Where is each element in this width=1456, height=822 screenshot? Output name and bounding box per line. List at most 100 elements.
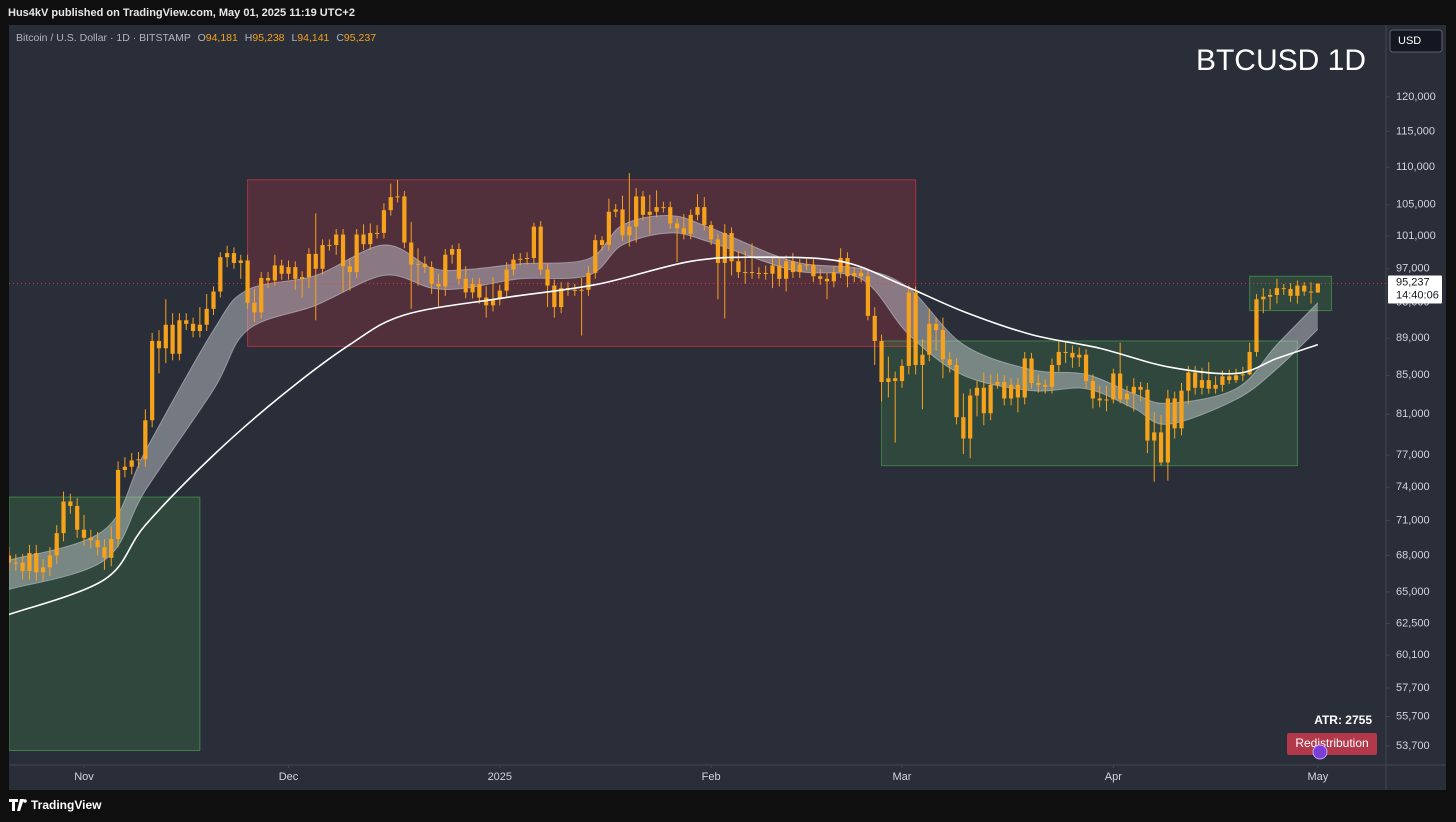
candle-body — [320, 244, 325, 269]
candle-body — [524, 258, 530, 260]
candle-body — [238, 260, 243, 263]
candle-body — [1131, 386, 1136, 394]
candle-body — [1281, 288, 1286, 290]
candle-body — [1145, 389, 1150, 441]
candle-body — [974, 387, 980, 396]
candle-body — [402, 196, 407, 243]
candle-body — [156, 340, 162, 349]
candle-body — [702, 207, 707, 226]
currency-label[interactable]: USD — [1398, 35, 1421, 47]
candle-body — [661, 207, 666, 209]
candle-body — [640, 196, 646, 215]
candle-body — [409, 242, 414, 265]
candle-body — [756, 272, 761, 274]
candle-body — [1247, 351, 1252, 375]
candle-body — [75, 505, 80, 530]
candle-body — [109, 538, 114, 558]
footer-logo — [9, 799, 24, 811]
candle-body — [797, 264, 802, 273]
candle-body — [1186, 372, 1191, 391]
symbol-legend: Bitcoin / U.S. Dollar · 1D · BITSTAMP O9… — [16, 32, 376, 44]
candle-body — [579, 289, 584, 291]
price-label: 95,237 — [1396, 276, 1430, 288]
candle-body — [429, 267, 434, 284]
candle-body — [163, 324, 168, 349]
candle-body — [381, 210, 387, 233]
y-tick-label: 105,000 — [1396, 199, 1436, 211]
candle-body — [688, 214, 693, 234]
candle-body — [279, 265, 284, 274]
candle-body — [736, 261, 741, 273]
candle-body — [572, 289, 577, 291]
candle-body — [770, 265, 775, 274]
candle-body — [920, 354, 925, 365]
candle-body — [361, 234, 366, 245]
candle-body — [115, 469, 121, 539]
candle-body — [88, 537, 93, 541]
footer-logo-dot — [23, 799, 27, 803]
candle-body — [531, 226, 537, 259]
candle-body — [831, 272, 836, 282]
currency-button[interactable] — [1389, 29, 1443, 53]
candle-body — [34, 553, 39, 573]
candle-body — [177, 320, 182, 354]
candle-body — [20, 562, 25, 572]
candle-body — [225, 253, 230, 258]
candle-body — [436, 283, 441, 287]
candle-body — [95, 540, 100, 548]
candle-body — [354, 234, 359, 273]
candle-body — [1308, 291, 1314, 293]
candle-body — [838, 258, 843, 273]
candle-body — [368, 232, 373, 245]
candle-body — [647, 211, 652, 215]
candle-body — [1165, 398, 1170, 463]
y-tick-label: 101,000 — [1396, 230, 1436, 242]
x-tick-label: 2025 — [488, 771, 512, 783]
chart-panel — [9, 25, 1446, 790]
candle-body — [552, 285, 557, 308]
candle-body — [824, 278, 830, 282]
candle-body — [961, 417, 966, 439]
candle-body — [933, 323, 939, 331]
candle-body — [1118, 373, 1123, 400]
candle-body — [845, 258, 850, 277]
candle-body — [968, 395, 973, 439]
candle-body — [518, 258, 523, 260]
candle-body — [763, 272, 768, 274]
candle-body — [634, 196, 639, 227]
candle-body — [1274, 288, 1280, 295]
candle-body — [1179, 390, 1184, 429]
candle-body — [1002, 382, 1007, 399]
x-tick-label: Nov — [74, 771, 94, 783]
candle-body — [456, 249, 462, 279]
candle-body — [620, 209, 625, 236]
candle-body — [899, 365, 905, 382]
candle-body — [1090, 381, 1095, 399]
candle-body — [668, 207, 673, 224]
candle-body — [449, 249, 455, 255]
candle-body — [484, 297, 489, 306]
candle-body — [313, 253, 318, 269]
plot-area — [9, 173, 1386, 752]
candle-body — [334, 234, 339, 245]
candle-body — [170, 324, 175, 354]
candle-body — [306, 253, 312, 278]
y-tick-label: 55,700 — [1396, 710, 1430, 722]
y-tick-label: 85,000 — [1396, 369, 1430, 381]
candle-body — [81, 529, 87, 538]
candle-body — [463, 278, 468, 293]
published-line: Hus4kV published on TradingView.com, May… — [8, 7, 355, 19]
candle-body — [879, 340, 884, 383]
candle-body — [1158, 432, 1164, 463]
candle-body — [245, 260, 250, 303]
candle-body — [231, 253, 237, 263]
candle-body — [777, 265, 782, 279]
candle-body — [865, 276, 871, 316]
y-tick-label: 57,700 — [1396, 682, 1430, 694]
candle-body — [1254, 299, 1259, 352]
candle-body — [511, 259, 516, 270]
candle-body — [497, 290, 502, 300]
candle-body — [204, 308, 209, 325]
candle-body — [1302, 285, 1307, 292]
